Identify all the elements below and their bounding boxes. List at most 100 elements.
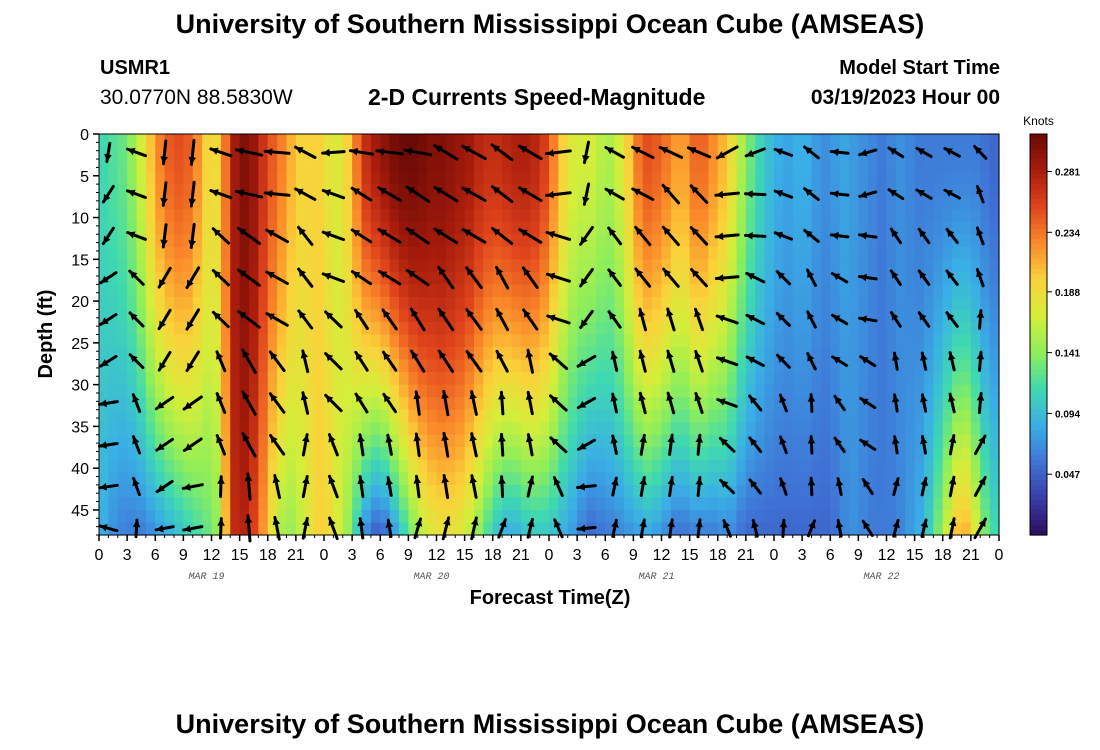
heat-cell: [267, 472, 278, 486]
heat-cell: [595, 284, 606, 298]
heat-cell: [989, 171, 1000, 185]
heat-cell: [577, 134, 588, 148]
heat-cell: [295, 472, 306, 486]
current-arrow: [857, 273, 878, 282]
heat-cell: [867, 384, 878, 398]
heat-cell: [755, 159, 766, 173]
heat-cell: [577, 334, 588, 348]
heat-cell: [727, 321, 738, 336]
current-arrow: [101, 226, 115, 246]
heat-cell: [202, 447, 213, 461]
heat-cell: [783, 409, 794, 423]
arrow-head: [238, 270, 247, 278]
arrow-head: [216, 393, 224, 402]
heat-cell: [670, 296, 681, 311]
heat-cell: [849, 372, 859, 386]
current-arrow: [948, 351, 956, 372]
heat-cell: [558, 409, 569, 423]
arrow-head: [188, 156, 196, 165]
heat-cell: [249, 334, 259, 348]
heat-cell: [624, 209, 634, 223]
arrow-head: [863, 521, 871, 530]
heat-cell: [886, 334, 897, 348]
heat-cell: [689, 347, 700, 361]
current-arrow: [321, 272, 345, 283]
heat-cell: [708, 159, 719, 173]
heat-cell: [670, 284, 681, 298]
colorbar-swatch: [1030, 269, 1047, 275]
heat-cell: [492, 271, 503, 285]
heat-cell: [614, 459, 625, 473]
arrow-head: [663, 185, 671, 194]
chart-title: 2-D Currents Speed-Magnitude: [368, 84, 706, 110]
heat-cell: [427, 221, 438, 235]
heat-cell: [117, 146, 128, 160]
heat-cell: [99, 221, 109, 235]
heat-cell: [989, 134, 1000, 148]
heat-cell: [942, 422, 953, 436]
heat-cell: [117, 271, 128, 285]
heat-cell: [145, 209, 156, 223]
arrow-head: [691, 227, 699, 236]
heat-cell: [258, 459, 269, 473]
heat-cell: [136, 171, 147, 185]
heat-cell: [136, 296, 147, 311]
heat-cell: [680, 397, 691, 411]
arrow-head: [100, 275, 109, 283]
heat-cell: [436, 522, 447, 536]
heat-cell: [108, 409, 119, 423]
heat-cell: [680, 459, 691, 473]
heat-cell: [942, 359, 953, 373]
heat-cell: [614, 134, 625, 148]
arrow-head: [916, 190, 925, 197]
heat-cell: [745, 159, 756, 173]
colorbar-swatch: [1030, 329, 1047, 336]
heat-cell: [399, 184, 409, 198]
heat-cell: [633, 434, 644, 448]
colorbar-swatch: [1030, 489, 1047, 496]
heat-cell: [99, 259, 109, 273]
heat-cell: [464, 447, 475, 461]
arrow-head: [236, 189, 244, 197]
heat-cell: [155, 372, 166, 386]
heat-cell: [155, 146, 166, 160]
heat-cell: [764, 509, 775, 524]
heat-cell: [755, 459, 766, 473]
heat-cell: [642, 209, 653, 223]
current-arrow: [661, 183, 681, 205]
heat-cell: [942, 347, 953, 361]
heat-cell: [745, 284, 756, 298]
heat-cell: [220, 409, 231, 423]
heat-cell: [361, 296, 372, 311]
heat-cell: [895, 497, 906, 511]
heat-cell: [680, 522, 691, 536]
current-arrow: [920, 393, 928, 413]
heat-cell: [202, 434, 213, 448]
heat-cell: [895, 359, 906, 373]
heat-cell: [427, 447, 438, 461]
heat-cell: [811, 259, 822, 273]
heat-cell: [783, 271, 794, 285]
current-arrow: [211, 269, 230, 287]
heat-cell: [249, 221, 259, 235]
current-arrow: [265, 270, 289, 285]
heat-cell: [539, 234, 550, 248]
heat-cell: [792, 422, 803, 436]
colorbar-swatch: [1030, 454, 1047, 461]
heat-cell: [127, 359, 138, 373]
heat-cell: [324, 296, 334, 311]
heat-cell: [624, 196, 634, 210]
heat-cell: [455, 271, 466, 285]
heat-cell: [980, 221, 991, 235]
heat-cell: [136, 221, 147, 235]
heat-cell: [905, 334, 916, 348]
current-arrow: [99, 354, 118, 368]
heat-cell: [595, 221, 606, 235]
heat-cell: [202, 259, 213, 273]
heat-cell: [352, 246, 363, 260]
heat-cell: [380, 221, 391, 235]
heat-cell: [258, 134, 269, 148]
heat-cell: [811, 347, 822, 361]
heat-cell: [577, 384, 588, 398]
y-tick-label: 25: [71, 336, 89, 353]
